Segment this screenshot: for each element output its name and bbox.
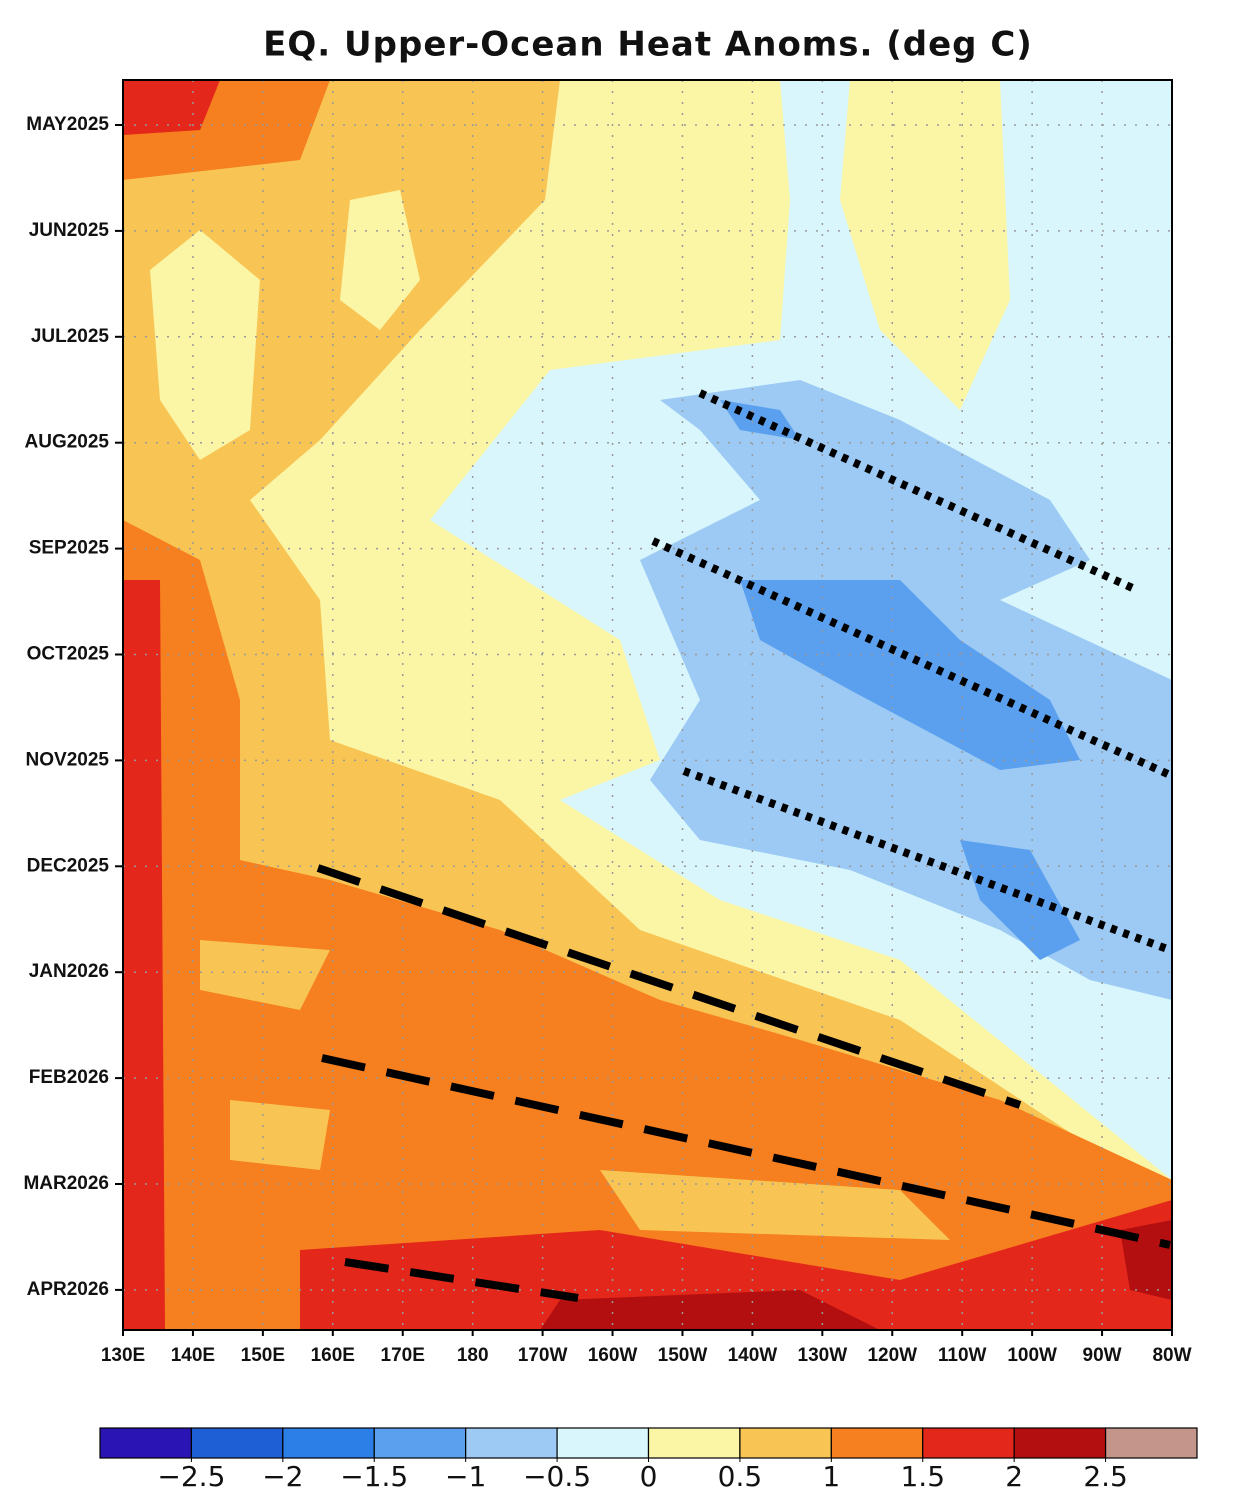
anomaly-region (123, 80, 220, 135)
colorbar-label: −2.5 (157, 1460, 225, 1493)
colorbar-swatch (190, 1427, 284, 1459)
anomaly-region (740, 580, 1080, 770)
anomaly-region (230, 1100, 330, 1170)
anomaly-region (840, 80, 1010, 410)
anomaly-region (540, 1290, 880, 1330)
colorbar-label: −1 (445, 1460, 486, 1493)
x-tick-label: 160E (311, 1345, 355, 1366)
colorbar-label: −0.5 (523, 1460, 591, 1493)
x-tick-label: 140W (728, 1345, 778, 1366)
colorbar-swatch (647, 1427, 741, 1459)
colorbar-swatch (1013, 1427, 1107, 1459)
colorbar-label: 2.5 (1083, 1460, 1128, 1493)
x-tick-label: 160W (588, 1345, 638, 1366)
anomaly-region (150, 230, 260, 460)
y-tick-label: DEC2025 (27, 855, 110, 876)
y-tick-label: FEB2026 (29, 1067, 109, 1088)
colorbar-label: 1.5 (900, 1460, 945, 1493)
x-tick-label: 110W (938, 1345, 987, 1366)
y-tick-label: NOV2025 (26, 749, 110, 770)
anomaly-region (300, 1200, 1172, 1330)
colorbar-label: 0.5 (718, 1460, 763, 1493)
colorbar-swatch (1104, 1427, 1198, 1459)
dashed-trend (344, 1258, 579, 1302)
y-tick-label: OCT2025 (27, 644, 110, 665)
x-tick-label: 170W (518, 1345, 568, 1366)
x-tick-label: 170E (381, 1345, 425, 1366)
colorbar-label: 0 (640, 1460, 658, 1493)
x-tick-label: 150W (658, 1345, 708, 1366)
colorbar-swatch (99, 1427, 193, 1459)
x-tick-label: 100W (1007, 1345, 1057, 1366)
axes: 130E 140E 150E 160E 170E 180 170W 160W 150W 140W 1… (23, 114, 1191, 1366)
colorbar-label: 1 (822, 1460, 840, 1493)
colorbar-swatch (373, 1427, 467, 1459)
x-tick-label: 90W (1083, 1345, 1122, 1366)
anomaly-region (200, 940, 330, 1010)
x-tick-label: 180 (457, 1345, 489, 1366)
dotted-trend (682, 767, 1172, 954)
y-tick-label: APR2026 (27, 1279, 109, 1300)
anomaly-region (600, 1170, 950, 1240)
y-tick-label: MAR2026 (23, 1173, 109, 1194)
dotted-trend (651, 537, 1172, 779)
y-tick-label: AUG2025 (25, 432, 110, 453)
colorbar-swatch (739, 1427, 832, 1459)
colorbar-swatch (830, 1427, 924, 1459)
colorbar-swatch (282, 1427, 375, 1459)
dashed-trend (321, 1054, 1171, 1249)
anomaly-region (340, 190, 420, 330)
colorbar: −2.5 −2 −1.5 −1 −0.5 0 0.5 1 1.5 2 2.5 (99, 1427, 1198, 1493)
y-tick-label: JAN2026 (29, 961, 109, 982)
x-tick-label: 150E (241, 1345, 285, 1366)
y-tick-label: JUN2025 (29, 220, 110, 241)
dotted-trend (698, 389, 1139, 594)
x-tick-label: 140E (171, 1345, 215, 1366)
anomaly-region (123, 580, 165, 1330)
x-tick-label: 130E (101, 1345, 145, 1366)
colorbar-label: 2 (1005, 1460, 1023, 1493)
trend-annotations (316, 389, 1172, 1302)
dashed-trend (316, 864, 1022, 1109)
colorbar-swatch (922, 1427, 1015, 1459)
y-tick-label: MAY2025 (26, 114, 109, 135)
colorbar-label: −2 (262, 1460, 303, 1493)
x-tick-label: 120W (867, 1345, 917, 1366)
anomaly-region (123, 520, 1172, 1330)
anomaly-region (960, 840, 1080, 960)
y-tick-label: SEP2025 (29, 538, 110, 559)
plot-frame (122, 79, 1173, 1331)
x-tick-label: 130W (798, 1345, 848, 1366)
anomaly-field (123, 80, 1172, 1330)
y-tick-label: JUL2025 (31, 326, 110, 347)
chart-title: EQ. Upper-Ocean Heat Anoms. (deg C) (263, 25, 1033, 65)
colorbar-swatch (465, 1427, 558, 1459)
colorbar-swatch (556, 1427, 650, 1459)
x-tick-label: 80W (1152, 1345, 1191, 1366)
colorbar-label: −1.5 (340, 1460, 408, 1493)
